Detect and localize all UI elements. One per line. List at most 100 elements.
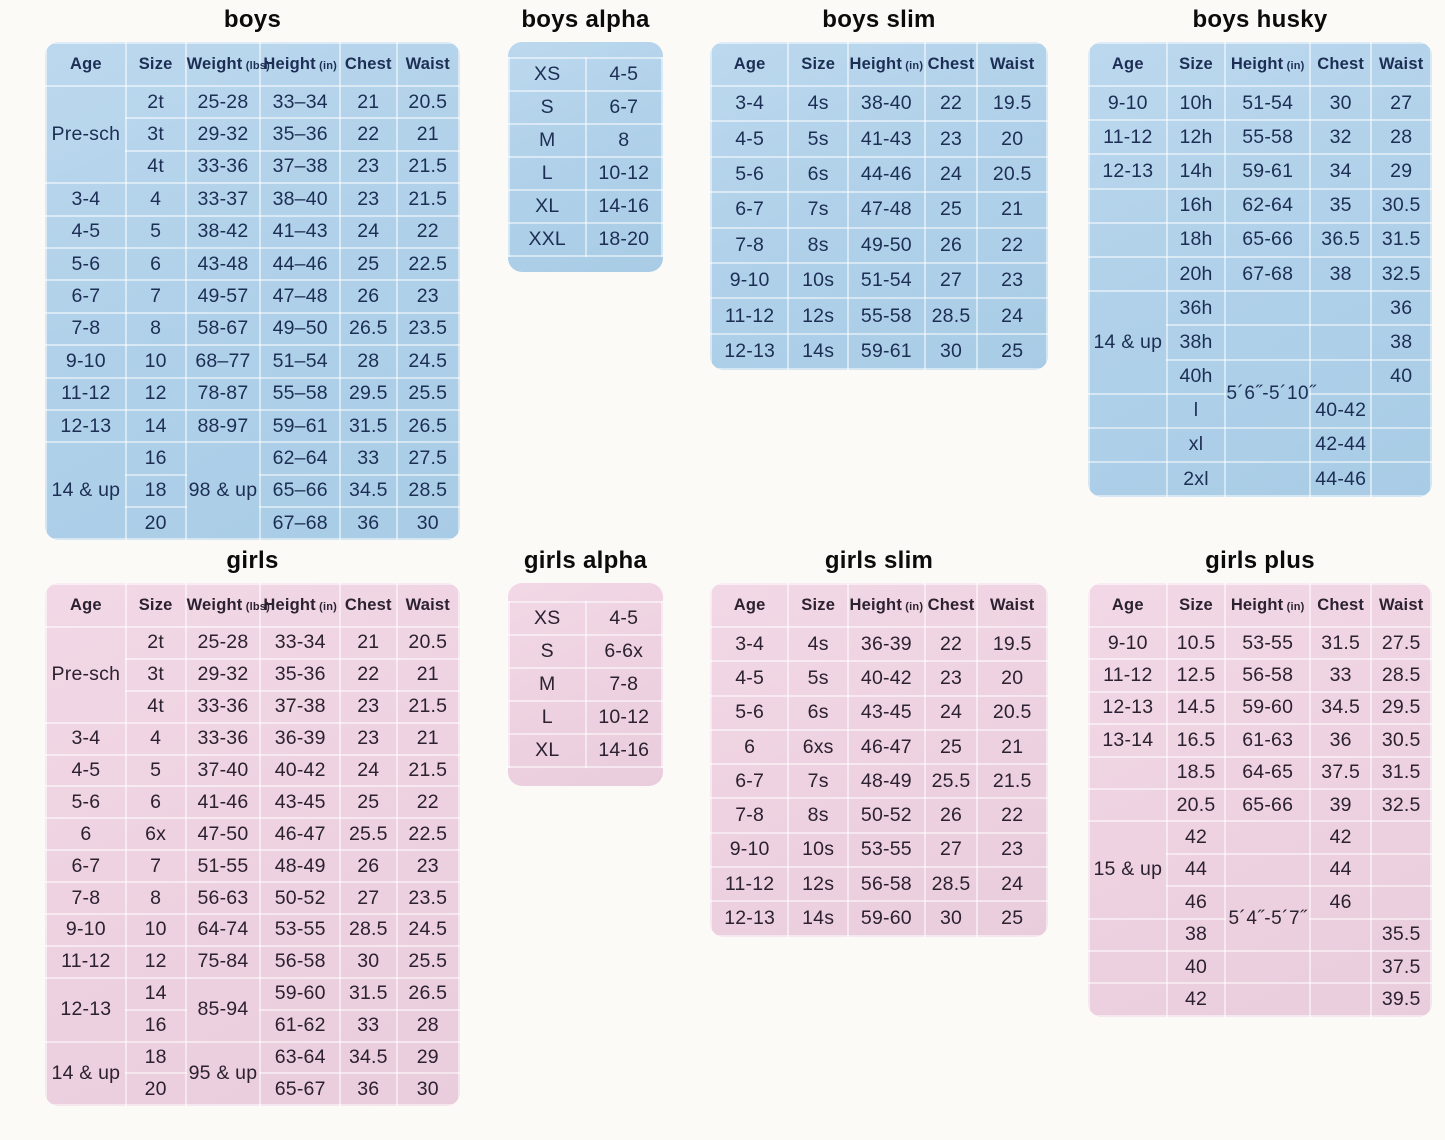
table-cell: 20.5 bbox=[1165, 787, 1227, 823]
table-cell: 37-40 bbox=[184, 753, 262, 788]
table-cell bbox=[1308, 358, 1373, 395]
column-header-age: Age bbox=[1088, 583, 1168, 628]
table-cell: 62-64 bbox=[1224, 187, 1311, 224]
table-cell: 28.5 bbox=[923, 297, 979, 335]
table-cell bbox=[1224, 852, 1311, 888]
table-cell: l bbox=[1165, 392, 1227, 429]
table-cell: 18.5 bbox=[1165, 755, 1227, 790]
table-cell: 44-46 bbox=[847, 155, 926, 194]
table-cell bbox=[1224, 820, 1311, 855]
column-header-height: Height (in) bbox=[1224, 583, 1311, 628]
table-cell: 53-55 bbox=[259, 913, 342, 947]
column-header-height: Height (in) bbox=[1224, 42, 1311, 87]
table-cell: 7-8 bbox=[710, 226, 790, 264]
table-cell: 6s bbox=[787, 694, 850, 731]
table-cell: 26 bbox=[923, 226, 979, 264]
table-cell: 41-46 bbox=[184, 785, 262, 820]
table-cell: 53-55 bbox=[1224, 625, 1311, 661]
table-cell: 6-7 bbox=[584, 90, 663, 125]
table-cell: 21 bbox=[395, 721, 460, 756]
table-cell: 34.5 bbox=[1308, 690, 1373, 726]
table-cell: 23 bbox=[339, 721, 398, 756]
table-cell: 40 bbox=[1370, 358, 1432, 395]
table-cell: 42 bbox=[1165, 982, 1227, 1017]
table-cell: 7 bbox=[124, 849, 187, 884]
table-cell: 59-60 bbox=[259, 976, 342, 1011]
table-cell: 25-28 bbox=[184, 84, 262, 120]
table-cell: 41–43 bbox=[259, 214, 342, 249]
table-cell bbox=[1088, 392, 1168, 429]
table-row: 13-14 16.5 61-63 36 30.5 bbox=[1088, 723, 1432, 758]
boys-husky-table-panel: Age Size Height (in) Chest Waist 9-10 10h 51-54… bbox=[1088, 42, 1432, 498]
table-row: 5-6 6 41-46 43-45 25 22 bbox=[45, 785, 460, 820]
table-cell: 24 bbox=[339, 214, 398, 249]
table-cell: 59-61 bbox=[847, 332, 926, 371]
table-cell: 40h bbox=[1165, 358, 1227, 395]
table-cell: 8 bbox=[124, 881, 187, 916]
table-cell: 10h bbox=[1165, 84, 1227, 122]
table-cell: 42 bbox=[1165, 820, 1227, 855]
table-cell: 47-48 bbox=[847, 191, 926, 229]
table-cell: 31.5 bbox=[339, 408, 398, 444]
table-cell bbox=[1088, 755, 1168, 790]
table-cell: 7s bbox=[787, 763, 850, 800]
table-cell: 67–68 bbox=[259, 506, 342, 541]
table-cell: 11-12 bbox=[1088, 119, 1168, 156]
table-cell bbox=[1308, 917, 1373, 952]
table-cell: 61-62 bbox=[259, 1008, 342, 1043]
table-cell: 3t bbox=[124, 657, 187, 692]
table-row: 44 44 bbox=[1089, 852, 1432, 888]
table-cell: 21.5 bbox=[395, 753, 460, 788]
table-cell: 12h bbox=[1165, 119, 1227, 156]
table-cell: 24 bbox=[976, 866, 1048, 903]
column-header-height: Height (in) bbox=[847, 42, 926, 87]
table-cell bbox=[1370, 461, 1432, 498]
table-cell: 38 bbox=[1308, 255, 1373, 293]
girls-slim-table-panel: Age Size Height (in) Chest Waist 3-4 4s 36-39 22… bbox=[710, 583, 1048, 937]
table-row: 11-12 12s 55-58 28.5 24 bbox=[710, 297, 1048, 335]
table-row: 3-4 4 33-36 36-39 23 21 bbox=[45, 721, 460, 756]
table-cell: 11-12 bbox=[710, 866, 790, 903]
table-cell: 40-42 bbox=[847, 660, 926, 697]
table-cell bbox=[1088, 187, 1168, 224]
table-cell: 4t bbox=[124, 149, 187, 185]
table-row: 9-10 10s 51-54 27 23 bbox=[710, 261, 1048, 300]
girls-plus-size-table: Age Size Height (in) Chest Waist 9-10 10.5 53-5… bbox=[1088, 583, 1432, 1017]
table-cell: 2xl bbox=[1165, 461, 1227, 498]
table-cell: 62–64 bbox=[259, 441, 342, 476]
table-cell: 24 bbox=[923, 694, 979, 731]
table-cell: 2t bbox=[124, 84, 187, 120]
table-cell: 7 bbox=[124, 279, 187, 314]
table-row: XS 4-5 bbox=[508, 57, 663, 92]
girls-slim-table-title: girls slim bbox=[824, 547, 934, 574]
table-cell: 21 bbox=[395, 117, 460, 152]
table-cell: 6-7 bbox=[710, 191, 790, 229]
table-cell: 12 bbox=[124, 376, 187, 411]
table-cell: 31.5 bbox=[1308, 625, 1373, 661]
table-row: 11-12 12h 55-58 32 28 bbox=[1088, 119, 1432, 156]
table-cell: S bbox=[508, 90, 587, 125]
table-cell: 11-12 bbox=[45, 376, 127, 411]
table-row: 5-6 6 43-48 44–46 25 22.5 bbox=[45, 246, 460, 282]
table-cell: 33-36 bbox=[184, 149, 262, 185]
table-cell: 33-36 bbox=[184, 689, 262, 724]
table-row: 16 61-62 33 28 bbox=[46, 1008, 460, 1043]
table-cell: 34.5 bbox=[339, 473, 398, 509]
table-cell: 35.5 bbox=[1370, 917, 1432, 952]
table-cell: 21 bbox=[976, 728, 1048, 766]
table-cell: 43-48 bbox=[184, 246, 262, 282]
table-cell: 36 bbox=[339, 506, 398, 541]
table-row: 6-7 7 49-57 47–48 26 23 bbox=[45, 279, 460, 314]
table-cell: 30 bbox=[923, 900, 979, 937]
table-cell: 38–40 bbox=[259, 182, 342, 217]
table-cell: 33-37 bbox=[184, 182, 262, 217]
table-cell bbox=[1308, 324, 1373, 361]
table-cell bbox=[1308, 949, 1373, 985]
table-cell: 36-39 bbox=[259, 721, 342, 756]
column-header-chest: Chest bbox=[1308, 583, 1373, 628]
table-cell: 38h bbox=[1165, 324, 1227, 361]
table-cell: 21.5 bbox=[976, 763, 1048, 800]
table-row: xl 42-44 bbox=[1088, 426, 1432, 464]
table-cell: 25.5 bbox=[395, 376, 460, 411]
table-cell: 4-5 bbox=[584, 57, 663, 92]
